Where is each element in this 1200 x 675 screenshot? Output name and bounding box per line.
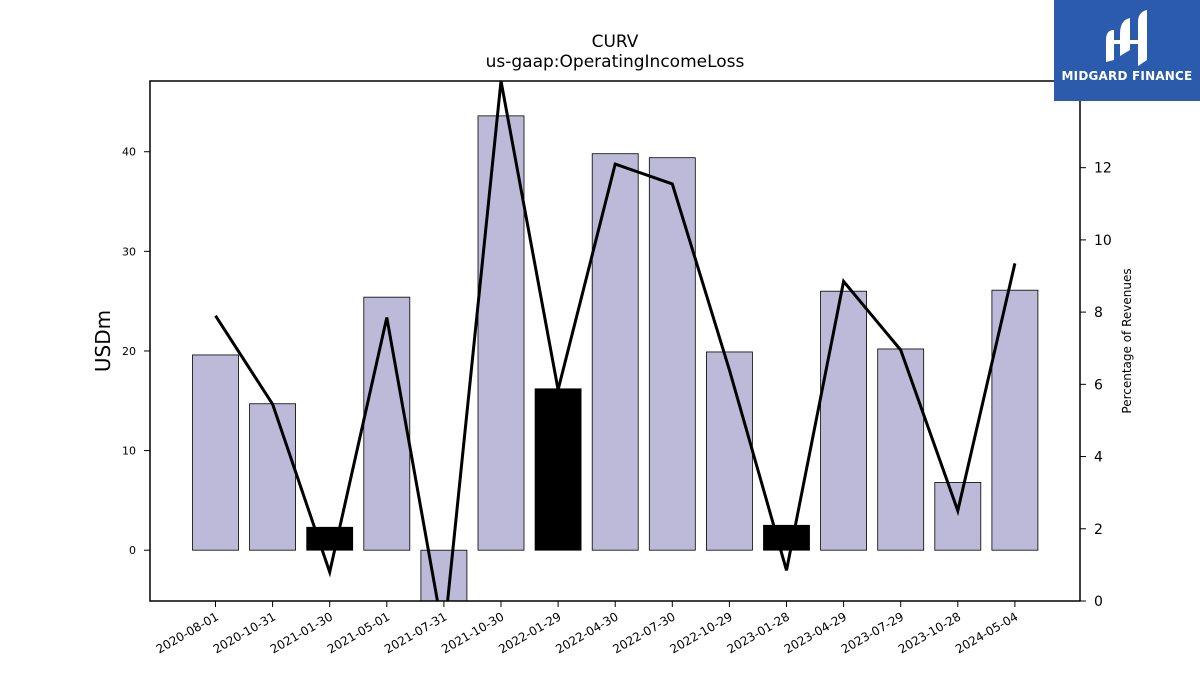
plot-content xyxy=(192,81,1039,601)
x-tick-label: 2023-07-29 xyxy=(839,609,906,656)
bar xyxy=(249,403,297,551)
bar xyxy=(820,290,867,551)
y-right-tick-label: 0 xyxy=(1094,594,1103,610)
bar xyxy=(934,482,982,551)
chart-title: CURV xyxy=(591,32,639,52)
y-tick-label: 10 xyxy=(122,445,136,458)
bar xyxy=(363,296,411,551)
y-right-tick-label: 8 xyxy=(1094,305,1103,321)
y-right-tick-label: 12 xyxy=(1094,161,1112,177)
x-tick-label: 2022-10-29 xyxy=(667,609,734,656)
x-tick-label: 2022-01-29 xyxy=(496,609,563,656)
y-axis-label: USDm xyxy=(91,310,115,372)
series-line xyxy=(214,81,1017,601)
y-right-axis-label: Percentage of Revenues xyxy=(1120,268,1134,413)
x-tick-label: 2020-08-01 xyxy=(154,609,221,656)
x-tick-label: 2023-10-28 xyxy=(896,609,963,656)
x-tick-label: 2024-05-04 xyxy=(953,609,1020,656)
y-right-tick-label: 6 xyxy=(1094,377,1103,393)
x-tick-label: 2022-04-30 xyxy=(553,609,620,656)
logo-mark-icon xyxy=(1106,10,1147,66)
logo-text: MIDGARD FINANCE xyxy=(1061,69,1193,83)
x-tick-label: 2021-07-31 xyxy=(382,609,449,656)
x-tick-label: 2021-05-01 xyxy=(325,609,392,656)
x-tick-label: 2020-10-31 xyxy=(211,609,278,656)
bar xyxy=(706,351,753,551)
bar xyxy=(763,524,810,551)
bar xyxy=(877,348,925,551)
bar xyxy=(477,115,525,551)
x-tick-label: 2021-01-30 xyxy=(268,609,335,656)
x-tick-label: 2023-04-29 xyxy=(782,609,849,656)
bar xyxy=(591,153,639,551)
y-tick-label: 20 xyxy=(122,345,136,358)
brand-logo: MIDGARD FINANCE xyxy=(1054,0,1200,101)
bar xyxy=(192,354,239,551)
bar xyxy=(648,157,696,551)
y-tick-label: 0 xyxy=(129,544,136,557)
x-tick-label: 2023-01-28 xyxy=(725,609,792,656)
bar xyxy=(306,526,354,551)
y-tick-label: 30 xyxy=(122,245,136,258)
y-right-tick-label: 2 xyxy=(1094,522,1103,538)
bar xyxy=(420,549,468,601)
x-tick-label: 2022-07-30 xyxy=(610,609,677,656)
x-tick-label: 2021-10-30 xyxy=(439,609,506,656)
y-right-tick-label: 10 xyxy=(1094,233,1112,249)
y-right-tick-label: 4 xyxy=(1094,450,1103,466)
chart-subtitle: us-gaap:OperatingIncomeLoss xyxy=(485,52,745,72)
y-tick-label: 40 xyxy=(122,146,136,159)
bar xyxy=(534,388,582,551)
